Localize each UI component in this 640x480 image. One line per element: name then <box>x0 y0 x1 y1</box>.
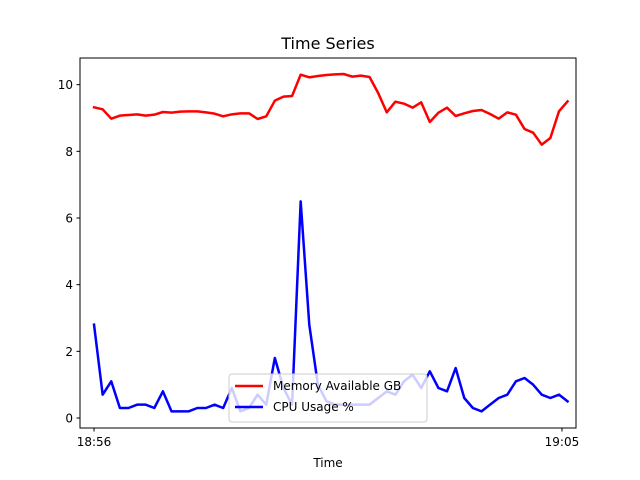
series-line-memory <box>92 72 570 146</box>
x-axis-label: Time <box>312 456 342 470</box>
legend-box <box>228 373 428 423</box>
legend-label-cpu: CPU Usage % <box>273 400 354 414</box>
x-tick-label: 19:05 <box>545 435 580 449</box>
plot-area <box>80 58 576 428</box>
y-tick-label: 2 <box>65 345 73 359</box>
y-tick-label: 4 <box>65 278 73 292</box>
y-tick-label: 0 <box>65 412 73 426</box>
y-tick-label: 8 <box>65 145 73 159</box>
y-axis: 0 2 4 6 8 10 <box>58 78 80 426</box>
legend: Memory Available GB CPU Usage % <box>228 373 428 423</box>
y-tick-label: 10 <box>58 78 73 92</box>
chart-title: Time Series <box>280 34 374 53</box>
plot-frame <box>79 57 577 429</box>
x-tick-label: 18:56 <box>77 435 112 449</box>
legend-label-memory: Memory Available GB <box>273 379 401 393</box>
x-axis: 18:56 19:05 <box>77 428 580 449</box>
y-tick-label: 6 <box>65 212 73 226</box>
